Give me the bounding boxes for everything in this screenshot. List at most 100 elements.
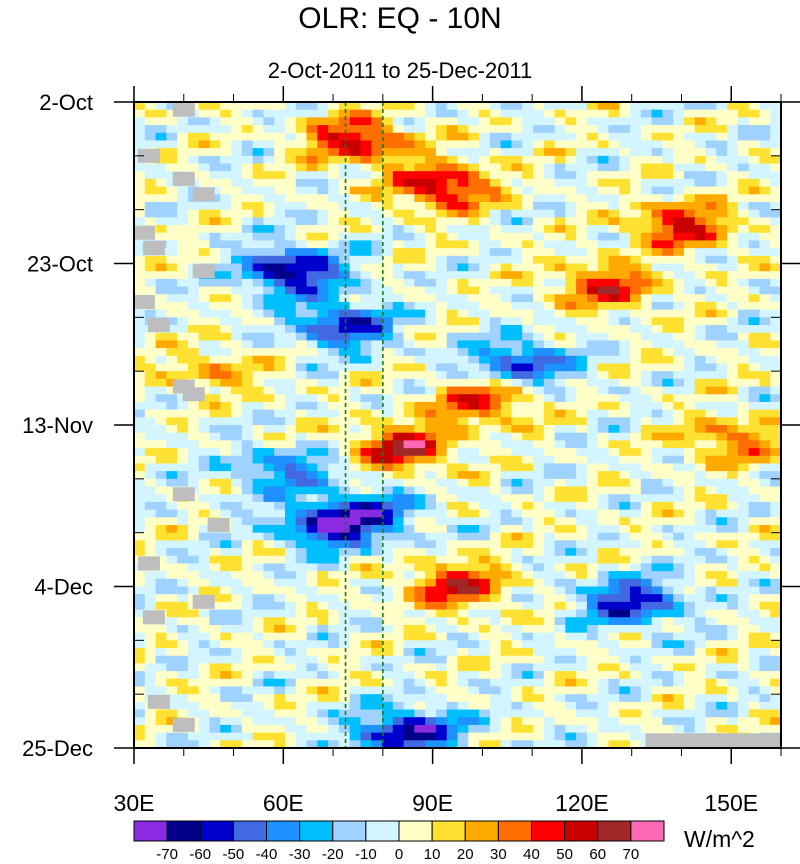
heatmap-cell (673, 355, 685, 365)
heatmap-cell (457, 686, 469, 695)
heatmap-cell (532, 486, 545, 495)
heatmap-cell (727, 286, 739, 295)
heatmap-cell (241, 209, 254, 218)
heatmap-cell (220, 217, 232, 226)
heatmap-cell (435, 417, 448, 426)
heatmap-cell (435, 440, 448, 449)
heatmap-cell (608, 171, 620, 180)
heatmap-cell (144, 594, 157, 603)
heatmap-cell (403, 624, 415, 634)
heatmap-cell (500, 332, 513, 341)
heatmap-cell (284, 601, 297, 611)
heatmap-cell (662, 548, 674, 557)
heatmap-cell (511, 309, 523, 318)
heatmap-cell (446, 348, 459, 357)
heatmap-cell (177, 594, 189, 603)
heatmap-cell (414, 117, 426, 126)
heatmap-cell (716, 701, 728, 711)
heatmap-cell (187, 440, 200, 449)
heatmap-cell (435, 148, 448, 157)
heatmap-cell (306, 509, 318, 518)
heatmap-cell (489, 717, 502, 726)
heatmap-cell (392, 263, 405, 272)
heatmap-cell (317, 563, 329, 572)
heatmap-cell (360, 640, 372, 649)
heatmap-cell (479, 386, 491, 395)
heatmap-cell (608, 471, 620, 480)
heatmap-cell (468, 394, 480, 403)
heatmap-cell (716, 501, 728, 511)
heatmap-cell (586, 132, 599, 142)
heatmap-cell (177, 440, 189, 449)
heatmap-cell (274, 555, 286, 565)
heatmap-cell (500, 501, 513, 511)
heatmap-cell (252, 401, 264, 411)
heatmap-cell (500, 401, 513, 411)
heatmap-cell (457, 678, 469, 688)
heatmap-cell (198, 102, 211, 111)
heatmap-cell (500, 417, 513, 426)
heatmap-cell (640, 171, 653, 180)
heatmap-cell (662, 425, 674, 434)
heatmap-cell (392, 378, 405, 388)
heatmap-cell (576, 125, 588, 134)
heatmap-cell (770, 694, 781, 703)
heatmap-cell (392, 271, 405, 280)
heatmap-cell (543, 340, 556, 349)
heatmap-cell (511, 709, 523, 718)
heatmap-cell (209, 555, 221, 565)
heatmap-cell (737, 394, 750, 403)
heatmap-cell (382, 132, 394, 142)
heatmap-cell (500, 163, 513, 172)
heatmap-cell (500, 624, 513, 634)
heatmap-cell (187, 524, 200, 534)
heatmap-cell (209, 471, 221, 480)
heatmap-cell (522, 325, 534, 334)
heatmap-cell (317, 294, 329, 303)
heatmap-cell (597, 709, 610, 718)
heatmap-cell (651, 140, 663, 149)
heatmap-cell (414, 109, 426, 118)
heatmap-cell (576, 394, 588, 403)
heatmap-cell (522, 563, 534, 572)
heatmap-cell (284, 586, 297, 595)
heatmap-cell (737, 163, 750, 172)
heatmap-cell (209, 686, 221, 695)
heatmap-cell (630, 709, 642, 718)
heatmap-cell (608, 378, 620, 388)
heatmap-cell (770, 724, 781, 734)
heatmap-cell (252, 740, 264, 748)
heatmap-cell (446, 386, 459, 395)
heatmap-cell (231, 255, 243, 265)
heatmap-cell (640, 201, 653, 211)
heatmap-cell (500, 671, 513, 680)
heatmap-cell (662, 225, 674, 234)
heatmap-cell (737, 717, 750, 726)
heatmap-cell (435, 555, 448, 565)
heatmap-cell (770, 678, 781, 688)
heatmap-cell (640, 117, 653, 126)
heatmap-cell (198, 717, 211, 726)
heatmap-cell (748, 325, 761, 334)
heatmap-cell (597, 117, 610, 126)
heatmap-cell (565, 632, 577, 641)
heatmap-cell (241, 163, 254, 172)
heatmap-cell (231, 294, 243, 303)
heatmap-cell (705, 494, 717, 503)
heatmap-cell (651, 417, 663, 426)
heatmap-cell (284, 355, 297, 365)
heatmap-cell (295, 509, 308, 518)
heatmap-cell (231, 648, 243, 657)
heatmap-cell (435, 471, 448, 480)
heatmap-cell (414, 294, 426, 303)
heatmap-cell (630, 271, 642, 280)
heatmap-cell (662, 578, 674, 588)
heatmap-cell (468, 132, 480, 142)
heatmap-cell (317, 586, 329, 595)
heatmap-cell (522, 455, 534, 465)
heatmap-cell (252, 325, 264, 334)
heatmap-cell (349, 163, 362, 172)
heatmap-cell (241, 509, 254, 518)
heatmap-cell (435, 648, 448, 657)
heatmap-cell (306, 732, 318, 741)
